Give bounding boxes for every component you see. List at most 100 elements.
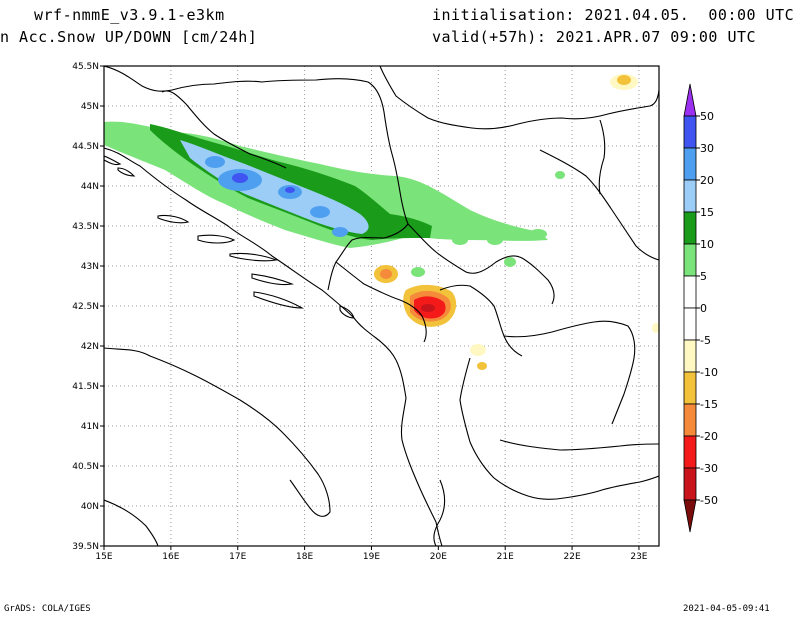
snow-core-20cm (310, 206, 330, 218)
lat-tick-label: 45.5N (72, 62, 99, 72)
colorbar-bottom-arrow (683, 499, 697, 533)
colorbar-label: -20 (700, 430, 718, 443)
lat-tick-label: 43.5N (72, 222, 99, 232)
colorbar-label: 15 (700, 206, 714, 219)
snow-core-20cm (205, 156, 225, 168)
lat-tick-label: 41.5N (72, 382, 99, 392)
colorbar-segment (683, 339, 697, 373)
lon-tick-label: 15E (95, 552, 112, 562)
snow-patch (529, 229, 547, 239)
bay-of-kotor (339, 305, 355, 319)
melt-patch (617, 75, 631, 85)
latitude-labels: 45.5N 45N 44.5N 44N 43.5N 43N 42.5N 42N 41.5N 41N… (72, 62, 104, 552)
colorbar-segment (683, 147, 697, 181)
colorbar-label: 20 (700, 174, 714, 187)
model-name: wrf-nmmE_v3.9.1-e3km (34, 6, 225, 24)
greece-interior-border (499, 439, 659, 451)
coastline-and-borders (104, 66, 659, 546)
footer-credit: GrADS: COLA/IGES (4, 604, 91, 614)
island-brac (197, 234, 236, 244)
italy-heel (104, 499, 159, 546)
albania-greece-border (459, 357, 659, 500)
island-hvar (229, 252, 279, 262)
snow-core-20cm (332, 227, 348, 237)
kosovo-albania-border (439, 284, 523, 357)
lon-tick-label: 22E (564, 552, 581, 562)
croatia-bosnia-border (161, 90, 287, 169)
snow-patch (504, 257, 516, 267)
lat-tick-label: 40.5N (72, 462, 99, 472)
snow-accumulation-field (104, 121, 565, 277)
montenegro-albania-border (335, 261, 427, 343)
snow-patch (452, 235, 468, 245)
colorbar-segment (683, 435, 697, 469)
macedonia-bulgaria-border (503, 320, 636, 425)
bosnia-montenegro-border (327, 223, 409, 291)
romania-serbia-border (598, 119, 606, 195)
island-rab (117, 167, 136, 177)
melt-patch (380, 269, 392, 279)
valid-time: valid(+57h): 2021.APR.07 09:00 UTC (432, 28, 757, 46)
serbia-kosovo-border (407, 223, 555, 305)
colorbar-segment (683, 211, 697, 245)
lat-tick-label: 44.5N (72, 142, 99, 152)
lat-tick-label: 45N (81, 102, 99, 112)
adriatic-coastline-east (104, 147, 397, 361)
lon-tick-label: 18E (296, 552, 313, 562)
island-korcula (251, 273, 295, 286)
snow-patch (411, 267, 425, 277)
lon-tick-label: 23E (630, 552, 647, 562)
lat-tick-label: 43N (81, 262, 99, 272)
italy-coastline (104, 347, 331, 517)
field-title: n Acc.Snow UP/DOWN [cm/24h] (0, 28, 258, 46)
melt-patch (477, 362, 487, 370)
lon-tick-label: 16E (162, 552, 179, 562)
colorbar-segment (683, 467, 697, 501)
colorbar-label: 10 (700, 238, 714, 251)
lat-tick-label: 41N (81, 422, 99, 432)
colorbar-label: -30 (700, 462, 718, 475)
colorbar-label: -5 (700, 334, 711, 347)
colorbar-label: -50 (700, 494, 718, 507)
snow-core-30cm (232, 173, 248, 183)
colorbar-segment (683, 307, 697, 341)
melt-field-30cm (421, 304, 435, 312)
island-krk (104, 155, 122, 166)
snow-core-30cm (285, 187, 295, 193)
snow-field-10cm (150, 124, 432, 240)
north-border (104, 66, 409, 225)
lon-tick-label: 19E (363, 552, 380, 562)
init-time: initialisation: 2021.04.05. 00:00 UTC (432, 6, 795, 24)
lat-tick-label: 44N (81, 182, 99, 192)
colorbar-label: 5 (700, 270, 707, 283)
melt-patch (652, 323, 659, 333)
lat-tick-label: 42N (81, 342, 99, 352)
serbia-bulgaria-border (539, 149, 659, 261)
lon-tick-label: 21E (497, 552, 514, 562)
colorbar-label: 30 (700, 142, 714, 155)
longitude-labels: 15E 16E 17E 18E 19E 20E 21E 22E 23E (95, 546, 648, 562)
lon-tick-label: 20E (430, 552, 447, 562)
albania-coastline (395, 359, 443, 546)
snow-patch (555, 171, 565, 179)
lon-tick-label: 17E (229, 552, 246, 562)
lat-tick-label: 40N (81, 502, 99, 512)
serbia-romania-border (379, 66, 659, 130)
island-solta (157, 214, 190, 224)
island-mljet (253, 291, 305, 309)
lat-tick-label: 39.5N (72, 542, 99, 552)
colorbar-segment (683, 179, 697, 213)
colorbar-label: -15 (700, 398, 718, 411)
colorbar-label: 0 (700, 302, 707, 315)
colorbar-segment (683, 243, 697, 277)
colorbar-segment (683, 403, 697, 437)
lat-tick-label: 42.5N (72, 302, 99, 312)
footer-timestamp: 2021-04-05-09:41 (683, 604, 770, 614)
colorbar-label: -10 (700, 366, 718, 379)
snow-patch (487, 235, 503, 245)
map-area (104, 66, 659, 546)
melt-patch (470, 344, 486, 356)
colorbar-segment (683, 115, 697, 149)
